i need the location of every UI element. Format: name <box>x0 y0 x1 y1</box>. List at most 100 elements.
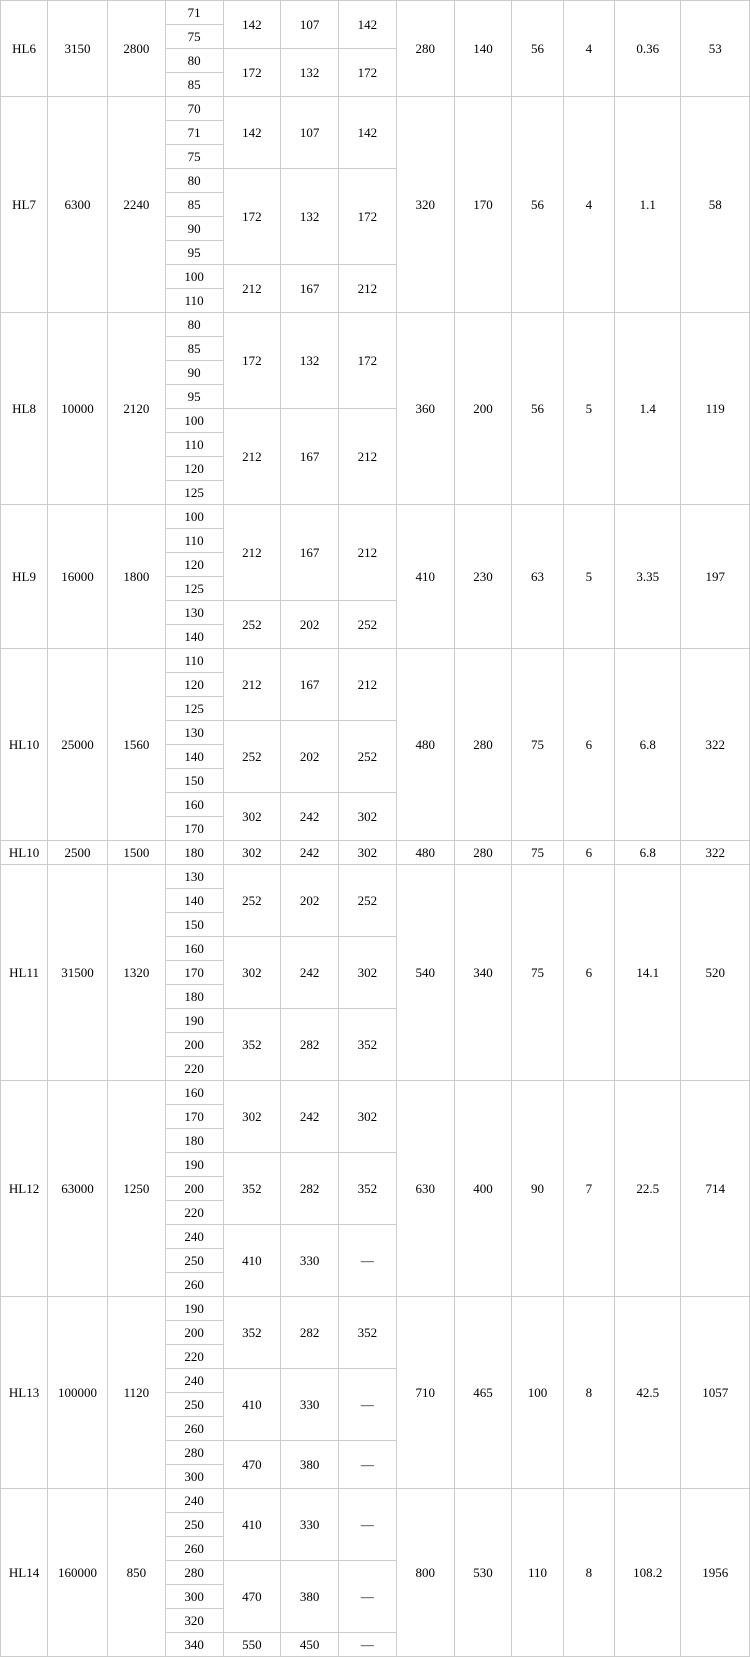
d-cell: 190 <box>165 1153 223 1177</box>
d-cell: 220 <box>165 1057 223 1081</box>
d-cell: 130 <box>165 721 223 745</box>
p4-cell: 7 <box>563 1081 614 1297</box>
c-cell: 212 <box>339 265 397 313</box>
a-cell: 252 <box>223 721 281 793</box>
c-cell: 252 <box>339 865 397 937</box>
b-cell: 167 <box>281 505 339 601</box>
model-cell: HL11 <box>1 865 48 1081</box>
p6-cell: 520 <box>681 865 750 1081</box>
v2-cell: 1500 <box>107 841 165 865</box>
p5-cell: 108.2 <box>615 1489 681 1657</box>
a-cell: 352 <box>223 1297 281 1369</box>
p4-cell: 6 <box>563 649 614 841</box>
p2-cell: 170 <box>454 97 512 313</box>
p4-cell: 8 <box>563 1489 614 1657</box>
p4-cell: 5 <box>563 313 614 505</box>
b-cell: 107 <box>281 97 339 169</box>
b-cell: 330 <box>281 1369 339 1441</box>
c-cell: — <box>339 1489 397 1561</box>
p2-cell: 530 <box>454 1489 512 1657</box>
a-cell: 470 <box>223 1561 281 1633</box>
d-cell: 190 <box>165 1009 223 1033</box>
a-cell: 470 <box>223 1441 281 1489</box>
p2-cell: 280 <box>454 649 512 841</box>
c-cell: 302 <box>339 1081 397 1153</box>
d-cell: 200 <box>165 1321 223 1345</box>
v1-cell: 2500 <box>48 841 108 865</box>
d-cell: 90 <box>165 217 223 241</box>
p3-cell: 63 <box>512 505 563 649</box>
p4-cell: 4 <box>563 1 614 97</box>
model-cell: HL10 <box>1 841 48 865</box>
v2-cell: 2800 <box>107 1 165 97</box>
b-cell: 380 <box>281 1561 339 1633</box>
p1-cell: 280 <box>396 1 454 97</box>
a-cell: 252 <box>223 601 281 649</box>
d-cell: 150 <box>165 913 223 937</box>
c-cell: 172 <box>339 169 397 265</box>
v1-cell: 6300 <box>48 97 108 313</box>
a-cell: 172 <box>223 313 281 409</box>
d-cell: 90 <box>165 361 223 385</box>
a-cell: 172 <box>223 169 281 265</box>
d-cell: 340 <box>165 1633 223 1657</box>
d-cell: 180 <box>165 1129 223 1153</box>
p3-cell: 56 <box>512 313 563 505</box>
a-cell: 352 <box>223 1009 281 1081</box>
d-cell: 280 <box>165 1441 223 1465</box>
a-cell: 212 <box>223 409 281 505</box>
p6-cell: 119 <box>681 313 750 505</box>
p1-cell: 360 <box>396 313 454 505</box>
d-cell: 110 <box>165 529 223 553</box>
c-cell: 352 <box>339 1153 397 1225</box>
d-cell: 240 <box>165 1369 223 1393</box>
model-cell: HL9 <box>1 505 48 649</box>
b-cell: 132 <box>281 169 339 265</box>
d-cell: 160 <box>165 937 223 961</box>
c-cell: — <box>339 1225 397 1297</box>
d-cell: 280 <box>165 1561 223 1585</box>
d-cell: 250 <box>165 1513 223 1537</box>
p3-cell: 90 <box>512 1081 563 1297</box>
d-cell: 180 <box>165 841 223 865</box>
d-cell: 85 <box>165 337 223 361</box>
model-cell: HL14 <box>1 1489 48 1657</box>
d-cell: 170 <box>165 1105 223 1129</box>
d-cell: 120 <box>165 673 223 697</box>
v2-cell: 2240 <box>107 97 165 313</box>
p5-cell: 14.1 <box>615 865 681 1081</box>
d-cell: 71 <box>165 1 223 25</box>
d-cell: 170 <box>165 961 223 985</box>
p6-cell: 714 <box>681 1081 750 1297</box>
d-cell: 100 <box>165 265 223 289</box>
p1-cell: 710 <box>396 1297 454 1489</box>
p1-cell: 480 <box>396 649 454 841</box>
d-cell: 220 <box>165 1345 223 1369</box>
d-cell: 85 <box>165 193 223 217</box>
d-cell: 110 <box>165 433 223 457</box>
d-cell: 125 <box>165 577 223 601</box>
a-cell: 212 <box>223 505 281 601</box>
p5-cell: 42.5 <box>615 1297 681 1489</box>
b-cell: 282 <box>281 1153 339 1225</box>
d-cell: 125 <box>165 481 223 505</box>
p3-cell: 110 <box>512 1489 563 1657</box>
c-cell: 212 <box>339 409 397 505</box>
a-cell: 410 <box>223 1369 281 1441</box>
table-row: HL10250015001803022423024802807566.8322 <box>1 841 750 865</box>
d-cell: 130 <box>165 865 223 889</box>
b-cell: 202 <box>281 721 339 793</box>
d-cell: 71 <box>165 121 223 145</box>
b-cell: 202 <box>281 865 339 937</box>
a-cell: 252 <box>223 865 281 937</box>
p2-cell: 340 <box>454 865 512 1081</box>
d-cell: 75 <box>165 25 223 49</box>
b-cell: 450 <box>281 1633 339 1657</box>
d-cell: 110 <box>165 289 223 313</box>
p1-cell: 480 <box>396 841 454 865</box>
b-cell: 202 <box>281 601 339 649</box>
d-cell: 160 <box>165 1081 223 1105</box>
d-cell: 180 <box>165 985 223 1009</box>
d-cell: 140 <box>165 745 223 769</box>
v2-cell: 1320 <box>107 865 165 1081</box>
